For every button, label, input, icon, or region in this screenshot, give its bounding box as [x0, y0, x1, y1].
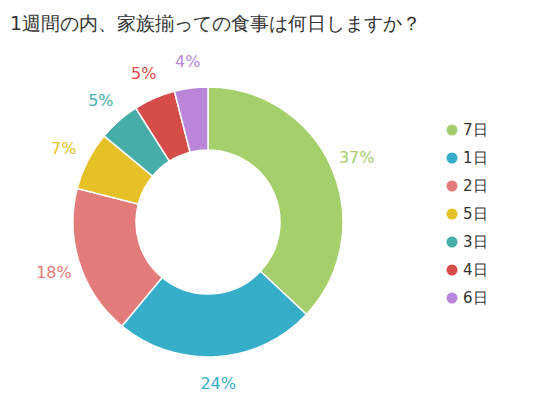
data-label: 24% — [200, 374, 236, 393]
data-label: 7% — [51, 139, 76, 158]
legend-marker — [447, 293, 458, 304]
legend-label: 1日 — [463, 149, 488, 167]
legend-marker — [447, 181, 458, 192]
legend-marker — [447, 209, 458, 220]
legend-marker — [447, 125, 458, 136]
legend-label: 6日 — [463, 289, 488, 307]
legend-label: 2日 — [463, 177, 488, 195]
chart-svg: 1週間の内、家族揃っての食事は何日しますか？ 37% 24% 18% 7% 5% 5% 4% 7… — [0, 0, 540, 400]
legend-label: 4日 — [463, 261, 488, 279]
data-label: 5% — [131, 64, 156, 83]
data-label: 18% — [36, 263, 72, 282]
chart-title: 1週間の内、家族揃っての食事は何日しますか？ — [10, 12, 421, 34]
slice — [174, 87, 208, 152]
legend-item: 1日 — [447, 149, 488, 167]
slice — [208, 87, 343, 314]
legend-label: 3日 — [463, 233, 488, 251]
data-labels: 37% 24% 18% 7% 5% 5% 4% — [36, 52, 374, 393]
chart-container: 1週間の内、家族揃っての食事は何日しますか？ 37% 24% 18% 7% 5% 5% 4% 7… — [0, 0, 540, 400]
legend-item: 5日 — [447, 205, 488, 223]
legend-marker — [447, 153, 458, 164]
legend-marker — [447, 237, 458, 248]
donut — [73, 87, 343, 357]
data-label: 4% — [175, 52, 200, 71]
data-label: 37% — [339, 148, 375, 167]
legend-label: 7日 — [463, 121, 488, 139]
legend-item: 3日 — [447, 233, 488, 251]
legend-marker — [447, 265, 458, 276]
legend-item: 6日 — [447, 289, 488, 307]
legend: 7日 1日 2日 5日 3日 4日 6日 — [447, 121, 488, 307]
data-label: 5% — [88, 91, 113, 110]
legend-item: 2日 — [447, 177, 488, 195]
slice — [73, 188, 162, 326]
legend-item: 4日 — [447, 261, 488, 279]
legend-item: 7日 — [447, 121, 488, 139]
legend-label: 5日 — [463, 205, 488, 223]
